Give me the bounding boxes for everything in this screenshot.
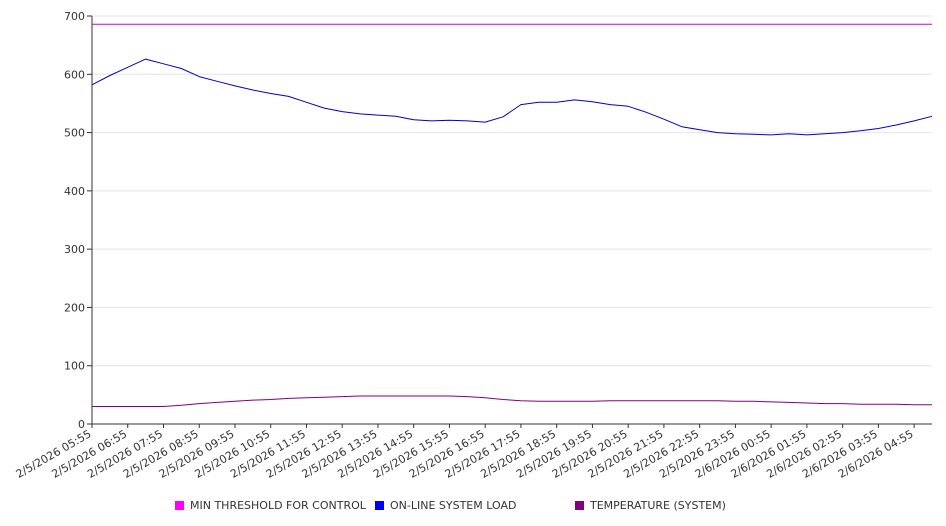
legend-item-system-load[interactable]: ON-LINE SYSTEM LOAD [375,497,516,513]
y-tick-label: 300 [64,243,85,256]
legend-label-min-threshold: MIN THRESHOLD FOR CONTROL [190,498,366,512]
series-line-temperature [92,395,932,407]
axes [91,16,932,425]
legend-swatch-min-threshold [175,500,184,510]
y-tick-label: 200 [64,301,85,314]
y-tick-label: 500 [64,127,85,140]
legend-label-temperature: TEMPERATURE (SYSTEM) [590,498,726,512]
y-axis-ticks: 0 100 200 300 400 500 600 700 [64,10,92,431]
legend-item-min-threshold[interactable]: MIN THRESHOLD FOR CONTROL [175,497,366,513]
legend-label-system-load: ON-LINE SYSTEM LOAD [390,498,517,512]
series-line-system-load [91,58,933,136]
gridlines [92,15,932,425]
y-tick-label: 700 [64,10,85,23]
y-tick-label: 0 [78,418,85,431]
legend-swatch-temperature [575,500,584,510]
legend-item-temperature[interactable]: TEMPERATURE (SYSTEM) [575,497,726,513]
y-tick-label: 100 [64,360,85,373]
legend-swatch-system-load [375,500,384,510]
chart: 0 100 200 300 400 500 600 700 2/5/2026 05:552/5… [14,10,933,481]
series-lines [91,23,933,407]
y-tick-label: 400 [64,185,85,198]
y-tick-label: 600 [64,68,85,81]
legend: MIN THRESHOLD FOR CONTROL ON-LINE SYSTEM… [0,497,946,515]
x-axis-ticks: 2/5/2026 05:552/5/2026 06:552/5/2026 07:… [14,424,916,481]
